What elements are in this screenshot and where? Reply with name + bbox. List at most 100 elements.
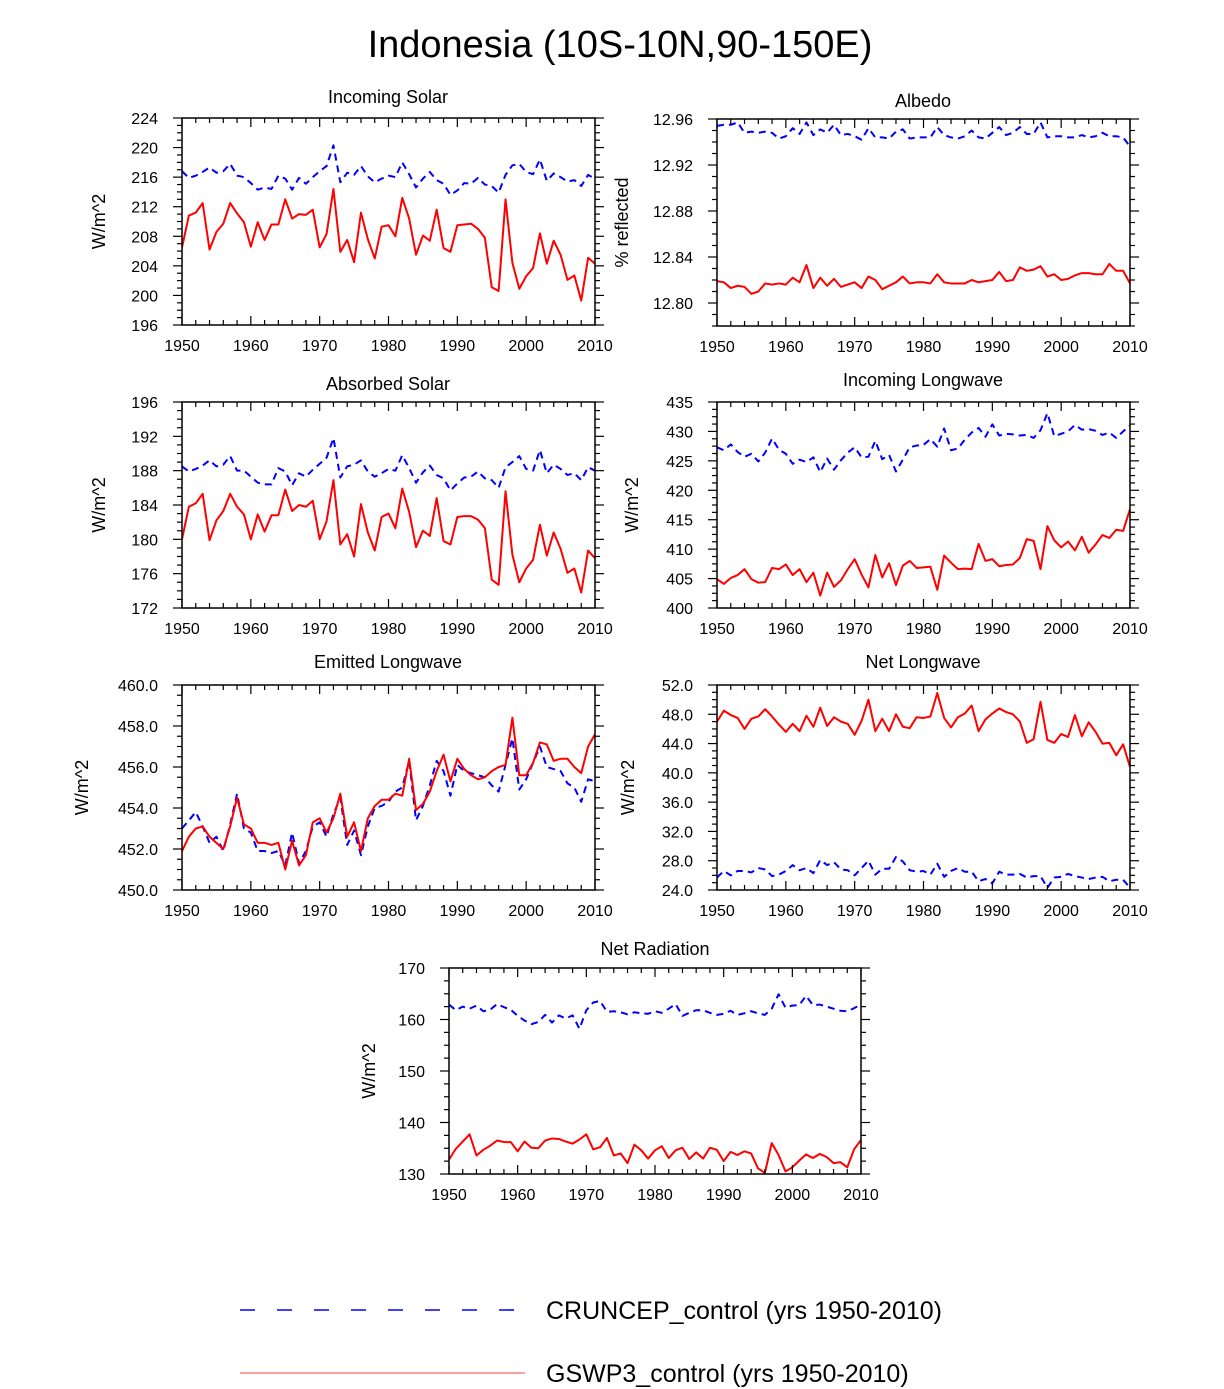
y-tick-label: 36.0 — [662, 795, 693, 812]
cruncep-series-line — [182, 144, 595, 196]
x-tick-label: 1990 — [975, 339, 1011, 356]
x-tick-label: 1960 — [768, 903, 804, 920]
x-tick-label: 1990 — [975, 903, 1011, 920]
y-tick-label: 12.80 — [653, 296, 693, 313]
plot-frame — [716, 684, 1131, 891]
y-tick-label: 200 — [131, 288, 158, 305]
cruncep-series-line — [717, 856, 1130, 889]
y-tick-label: 184 — [131, 498, 158, 515]
y-tick-label: 208 — [131, 229, 158, 246]
y-axis-label: W/m^2 — [618, 760, 638, 815]
y-axis-label: W/m^2 — [89, 477, 109, 532]
series-group — [182, 144, 595, 302]
y-tick-label: 160 — [398, 1013, 425, 1030]
x-tick-label: 1980 — [906, 339, 942, 356]
y-tick-label: 24.0 — [662, 883, 693, 900]
x-tick-label: 1950 — [699, 903, 735, 920]
y-tick-label: 172 — [131, 601, 158, 618]
x-tick-label: 1960 — [233, 621, 269, 638]
x-tick-label: 2010 — [577, 338, 613, 355]
series-group — [717, 692, 1130, 889]
y-tick-label: 212 — [131, 200, 158, 217]
x-tick-label: 1950 — [164, 903, 200, 920]
x-tick-label: 1980 — [371, 338, 407, 355]
y-axis-label: W/m^2 — [89, 194, 109, 249]
x-tick-label: 1980 — [637, 1187, 673, 1204]
x-tick-label: 1980 — [371, 903, 407, 920]
panel-title: Net Radiation — [600, 939, 709, 959]
x-tick-label: 1960 — [500, 1187, 536, 1204]
panel-net-longwave: 1950 1960 1970 1980 1990 2000 2010 24.0 28.0 32.0… — [618, 652, 1148, 920]
x-tick-label: 1950 — [699, 339, 735, 356]
cruncep-series-line — [182, 437, 595, 492]
panel-title: Absorbed Solar — [326, 374, 450, 394]
cruncep-series-line — [449, 993, 861, 1030]
x-tick-label: 2000 — [1043, 621, 1079, 638]
legend-gswp3-label: GSWP3_control (yrs 1950-2010) — [546, 1360, 909, 1388]
series-group — [182, 716, 595, 871]
x-tick-label: 2010 — [577, 903, 613, 920]
plot-frame — [716, 118, 1131, 327]
y-tick-label: 400 — [666, 601, 693, 618]
cruncep-series-line — [717, 121, 1130, 148]
panel-title: Albedo — [895, 91, 951, 111]
y-tick-label: 12.96 — [653, 112, 693, 129]
y-tick-label: 220 — [131, 141, 158, 158]
series-group — [717, 412, 1130, 597]
panel-incoming-solar: 1950 1960 1970 1980 1990 2000 2010 196 200 204 208… — [89, 87, 613, 355]
panels: 1950 1960 1970 1980 1990 2000 2010 196 200 204 208… — [72, 87, 1148, 1204]
panel-title: Incoming Solar — [328, 87, 448, 107]
y-axis-label: % reflected — [612, 177, 632, 267]
y-tick-label: 32.0 — [662, 824, 693, 841]
y-tick-label: 204 — [131, 259, 158, 276]
x-tick-label: 1980 — [906, 903, 942, 920]
x-tick-label: 1960 — [233, 903, 269, 920]
legend: CRUNCEP_control (yrs 1950-2010) GSWP3_co… — [240, 1297, 942, 1388]
x-tick-label: 1970 — [302, 903, 338, 920]
x-tick-label: 2000 — [1043, 339, 1079, 356]
x-tick-label: 1970 — [837, 621, 873, 638]
x-tick-label: 2000 — [775, 1187, 811, 1204]
x-tick-label: 1990 — [440, 903, 476, 920]
y-tick-label: 28.0 — [662, 854, 693, 871]
x-tick-label: 2000 — [508, 621, 544, 638]
x-tick-label: 1960 — [768, 339, 804, 356]
x-tick-label: 2010 — [577, 621, 613, 638]
y-tick-label: 224 — [131, 111, 158, 128]
panel-incoming-longwave: 1950 1960 1970 1980 1990 2000 2010 400 405 410 415… — [622, 370, 1148, 638]
gswp3-series-line — [717, 262, 1130, 295]
y-tick-label: 405 — [666, 572, 693, 589]
x-tick-label: 1990 — [706, 1187, 742, 1204]
gswp3-series-line — [717, 508, 1130, 597]
y-tick-label: 452.0 — [118, 842, 158, 859]
panel-title: Incoming Longwave — [843, 370, 1003, 390]
y-tick-label: 420 — [666, 483, 693, 500]
y-tick-label: 48.0 — [662, 707, 693, 724]
y-tick-label: 435 — [666, 395, 693, 412]
gswp3-series-line — [182, 716, 595, 871]
y-tick-label: 410 — [666, 542, 693, 559]
cruncep-series-line — [182, 737, 595, 867]
gswp3-series-line — [717, 692, 1130, 768]
x-tick-label: 2000 — [508, 903, 544, 920]
legend-cruncep-label: CRUNCEP_control (yrs 1950-2010) — [546, 1297, 942, 1325]
cruncep-series-line — [717, 412, 1130, 474]
y-tick-label: 12.92 — [653, 158, 693, 175]
x-tick-label: 1970 — [837, 339, 873, 356]
x-tick-label: 1990 — [440, 621, 476, 638]
x-tick-label: 2000 — [508, 338, 544, 355]
gswp3-series-line — [182, 187, 595, 302]
y-tick-label: 140 — [398, 1116, 425, 1133]
x-tick-label: 1950 — [164, 338, 200, 355]
y-tick-label: 192 — [131, 429, 158, 446]
x-tick-label: 1950 — [699, 621, 735, 638]
y-tick-label: 454.0 — [118, 801, 158, 818]
y-tick-label: 458.0 — [118, 719, 158, 736]
y-tick-label: 460.0 — [118, 678, 158, 695]
x-tick-label: 1960 — [768, 621, 804, 638]
y-axis-label: W/m^2 — [359, 1043, 379, 1098]
x-tick-label: 1990 — [440, 338, 476, 355]
y-tick-label: 150 — [398, 1064, 425, 1081]
y-tick-label: 130 — [398, 1167, 425, 1184]
